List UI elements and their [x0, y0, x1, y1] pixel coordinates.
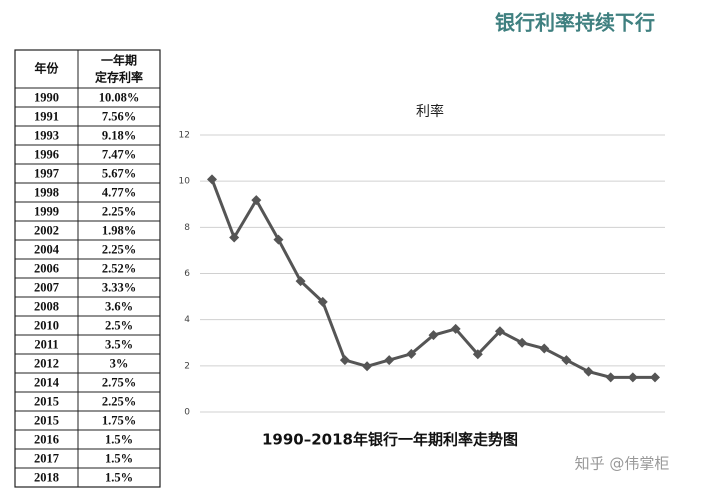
table-cell: 2014 — [34, 375, 60, 389]
table-cell: 2006 — [34, 261, 59, 275]
table-cell: 2.5% — [105, 318, 133, 332]
marker — [539, 343, 550, 354]
table-cell: 1997 — [34, 166, 59, 180]
marker — [295, 276, 306, 287]
table-cell: 9.18% — [102, 128, 136, 142]
table-cell: 1999 — [34, 204, 59, 218]
table-cell: 3.33% — [102, 280, 136, 294]
y-tick-label: 4 — [184, 315, 190, 325]
line — [210, 178, 655, 379]
marker — [650, 372, 660, 383]
table-header: 年份 — [34, 61, 59, 76]
table-cell: 2.25% — [102, 394, 136, 408]
marker — [207, 174, 217, 185]
marker — [472, 349, 483, 360]
marker — [627, 372, 638, 383]
marker — [450, 323, 461, 334]
table-border — [14, 49, 161, 488]
table-cell: 2010 — [34, 318, 59, 332]
table-cell: 7.47% — [102, 147, 136, 161]
table-cell: 7.56% — [102, 109, 136, 123]
marker — [494, 326, 505, 337]
table-cell: 2015 — [34, 413, 59, 427]
table-cell: 2011 — [34, 337, 58, 351]
marker — [339, 355, 350, 366]
marker — [561, 355, 572, 366]
y-tick-label: 8 — [184, 223, 190, 233]
table-cell: 3% — [110, 356, 129, 370]
table-cell: 2.52% — [102, 261, 136, 275]
table-cell: 1.5% — [105, 470, 133, 484]
x-axis-label: 1990–2018年银行一年期利率走势图 — [262, 431, 518, 449]
page-title: 银行利率持续下行 — [495, 11, 655, 35]
y-tick-label: 10 — [179, 177, 191, 187]
marker — [605, 372, 616, 383]
table-cell: 1998 — [34, 185, 59, 199]
table-cell: 1.98% — [102, 223, 136, 237]
table-cell: 1991 — [34, 109, 59, 123]
table-cell: 10.08% — [99, 90, 140, 104]
table-header: 定存利率 — [95, 70, 143, 85]
table-cell: 2017 — [34, 451, 59, 465]
marker — [251, 195, 262, 206]
table-cell: 2012 — [34, 356, 59, 370]
table-header: 一年期 — [101, 53, 137, 68]
table-cell: 1993 — [34, 128, 59, 142]
table-cell: 2004 — [34, 242, 60, 256]
marker — [517, 337, 528, 348]
table-cell: 2.25% — [102, 242, 136, 256]
table-cell: 5.67% — [102, 166, 136, 180]
table-cell: 2015 — [34, 394, 59, 408]
table-cell: 2016 — [34, 432, 59, 446]
marker — [317, 296, 328, 307]
marker — [229, 232, 240, 243]
table-cell: 4.77% — [102, 185, 136, 199]
y-tick-label: 6 — [184, 269, 190, 279]
marker — [362, 361, 373, 372]
marker — [273, 234, 284, 245]
table-cell: 2.75% — [102, 375, 136, 389]
table-cell: 2008 — [34, 299, 59, 313]
marker — [406, 348, 417, 359]
table-cell: 1.75% — [102, 413, 136, 427]
table-cell: 1.5% — [105, 451, 133, 465]
table-cell: 2018 — [34, 470, 59, 484]
table-cell: 2002 — [34, 223, 59, 237]
table-cell: 2007 — [34, 280, 59, 294]
marker — [428, 330, 439, 341]
table-cell: 1990 — [34, 90, 59, 104]
table-cell: 3.6% — [105, 299, 133, 313]
table-cell: 2.25% — [102, 204, 136, 218]
chart-title: 利率 — [416, 103, 444, 120]
table-cell: 1996 — [34, 147, 59, 161]
marker — [384, 355, 395, 366]
y-tick-label: 0 — [184, 408, 190, 418]
table-cell: 3.5% — [105, 337, 133, 351]
y-tick-label: 2 — [184, 361, 190, 371]
y-tick-label: 12 — [179, 131, 190, 141]
watermark: 知乎 @伟掌柜 — [575, 455, 670, 473]
table-cell: 1.5% — [105, 432, 133, 446]
marker — [583, 366, 594, 377]
